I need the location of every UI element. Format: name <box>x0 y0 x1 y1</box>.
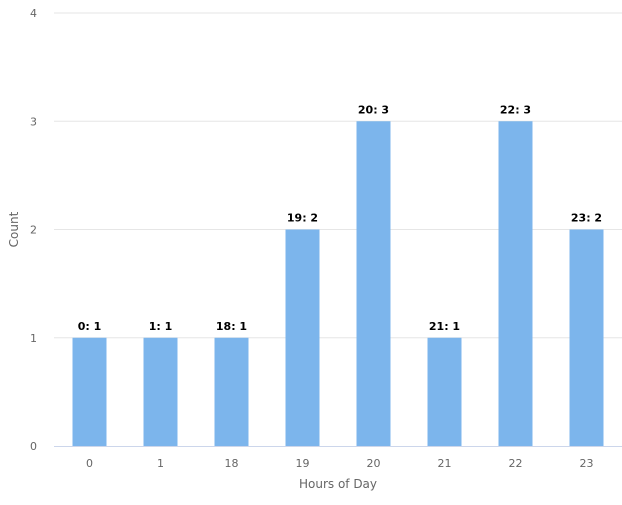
x-tick-label: 19 <box>296 457 310 470</box>
data-label: 1: 1 <box>149 320 173 333</box>
bar-20[interactable] <box>356 121 391 446</box>
y-tick-label: 4 <box>30 7 37 20</box>
bar-23[interactable] <box>569 229 604 447</box>
x-axis-ticks: 0 1 18 19 20 21 22 23 <box>86 457 594 470</box>
bars <box>72 121 604 447</box>
data-label: 22: 3 <box>500 103 531 116</box>
x-tick-label: 21 <box>438 457 452 470</box>
data-labels: 0: 1 1: 1 18: 1 19: 2 20: 3 21: 1 22: 3 23: 2 <box>78 103 602 333</box>
x-axis-title: Hours of Day <box>299 477 377 491</box>
data-label: 20: 3 <box>358 103 389 116</box>
x-tick-label: 23 <box>580 457 594 470</box>
bar-18[interactable] <box>214 337 249 446</box>
x-tick-label: 1 <box>157 457 164 470</box>
x-tick-label: 0 <box>86 457 93 470</box>
bar-19[interactable] <box>285 229 320 447</box>
x-tick-label: 18 <box>225 457 239 470</box>
y-tick-label: 0 <box>30 440 37 453</box>
bar-21[interactable] <box>427 337 462 446</box>
data-label: 23: 2 <box>571 212 602 225</box>
data-label: 21: 1 <box>429 320 460 333</box>
bar-0[interactable] <box>72 337 107 446</box>
data-label: 0: 1 <box>78 320 102 333</box>
y-tick-label: 2 <box>30 224 37 237</box>
y-tick-label: 3 <box>30 115 37 128</box>
data-label: 19: 2 <box>287 212 318 225</box>
bar-1[interactable] <box>143 337 178 446</box>
y-axis-title: Count <box>7 211 21 247</box>
gridlines <box>54 12 622 339</box>
y-tick-label: 1 <box>30 332 37 345</box>
x-tick-label: 20 <box>367 457 381 470</box>
bar-22[interactable] <box>498 121 533 446</box>
x-tick-label: 22 <box>509 457 523 470</box>
data-label: 18: 1 <box>216 320 247 333</box>
y-axis-ticks: 0 1 2 3 4 <box>30 7 37 453</box>
